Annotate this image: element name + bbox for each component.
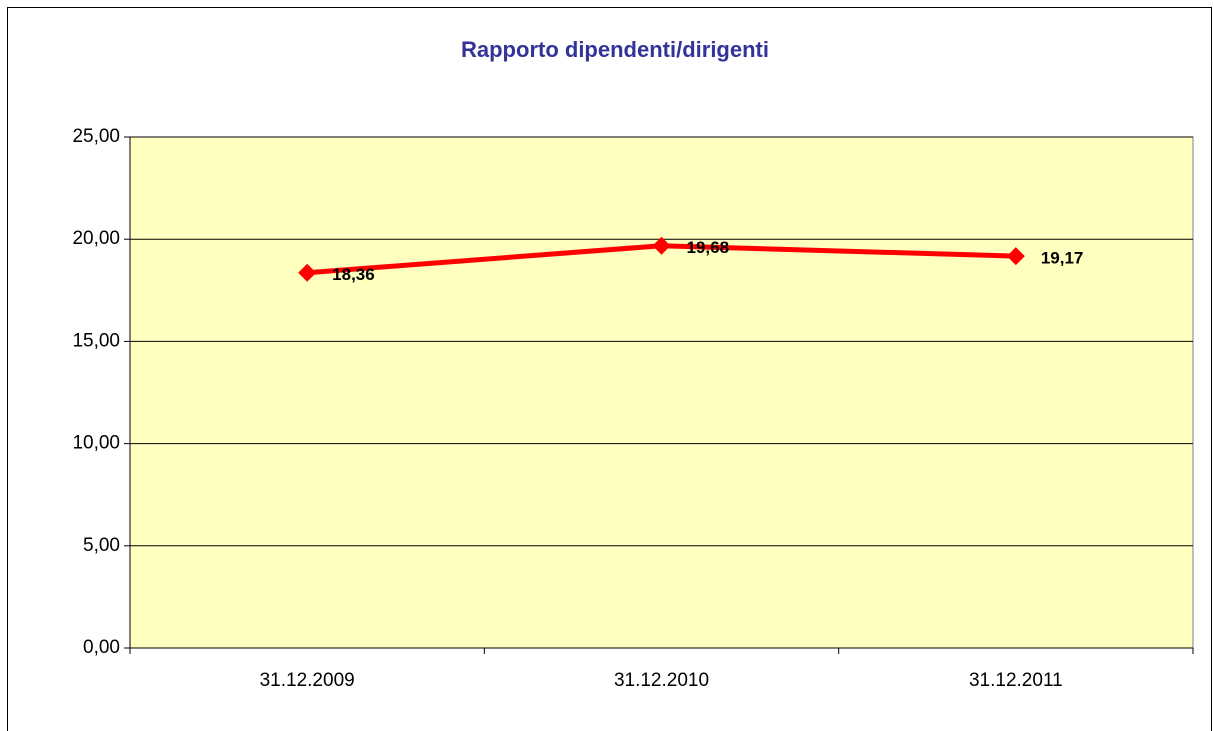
data-label: 19,68 [687, 238, 730, 257]
y-tick-label: 5,00 [83, 535, 120, 556]
x-tick-label: 31.12.2009 [260, 670, 355, 691]
y-tick-label: 15,00 [72, 330, 120, 351]
y-tick-label: 0,00 [83, 637, 120, 658]
marker [298, 263, 317, 282]
data-label: 19,17 [1041, 249, 1084, 268]
data-label: 18,36 [332, 265, 375, 284]
y-tick-label: 10,00 [72, 433, 120, 454]
marker [1006, 247, 1025, 266]
y-tick-label: 25,00 [72, 126, 120, 147]
marker [652, 236, 671, 255]
x-tick-label: 31.12.2010 [614, 670, 709, 691]
x-tick-label: 31.12.2011 [969, 670, 1063, 691]
chart-title: Rapporto dipendenti/dirigenti [461, 37, 769, 62]
y-tick-label: 20,00 [72, 228, 120, 249]
plot-area [129, 136, 1194, 649]
